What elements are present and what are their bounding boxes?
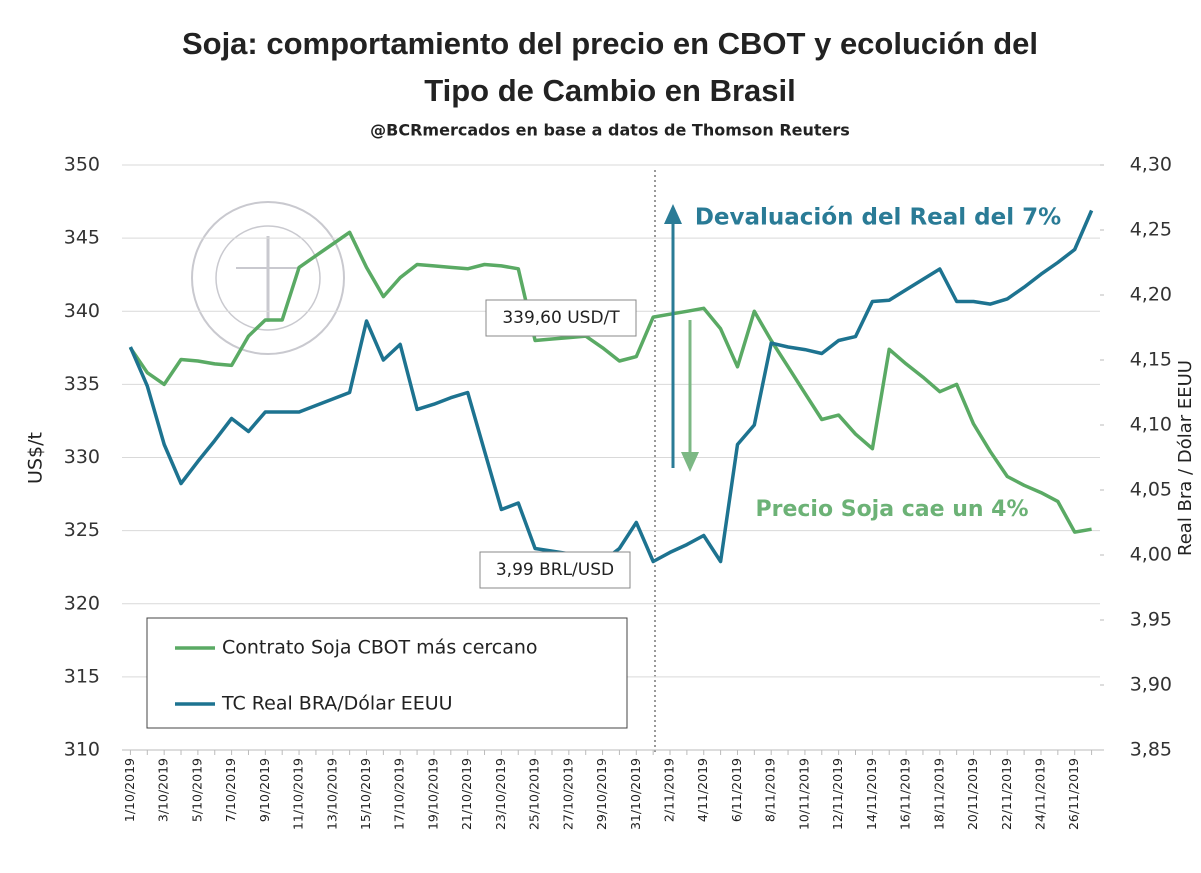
- x-tick-label: 23/10/2019: [493, 758, 508, 830]
- x-tick-label: 5/10/2019: [189, 758, 204, 822]
- y2-tick-label: 4,30: [1130, 154, 1172, 176]
- y2-axis-label: Real Bra / Dólar EEUU: [1175, 360, 1196, 556]
- x-tick-label: 11/10/2019: [291, 758, 306, 830]
- x-tick-label: 22/11/2019: [999, 758, 1014, 830]
- series-line: [128, 230, 1092, 534]
- x-tick-label: 8/11/2019: [763, 758, 778, 822]
- x-tick-label: 10/11/2019: [796, 758, 811, 830]
- y-tick-label: 315: [64, 665, 100, 687]
- x-tick-label: 6/11/2019: [729, 758, 744, 822]
- annotation-box: [485, 299, 637, 337]
- y-tick-label: 350: [64, 154, 100, 176]
- x-tick-label: 18/11/2019: [931, 758, 946, 830]
- y2-tick-label: 3,85: [1130, 739, 1172, 761]
- x-tick-label: 9/10/2019: [257, 758, 272, 822]
- x-tick-label: 24/11/2019: [1032, 758, 1047, 830]
- y2-tick-label: 3,95: [1130, 609, 1172, 631]
- x-tick-label: 29/10/2019: [594, 758, 609, 830]
- y2-tick-label: 4,15: [1130, 349, 1172, 371]
- legend: [146, 617, 628, 729]
- x-tick-label: 31/10/2019: [628, 758, 643, 830]
- y2-tick-label: 4,10: [1130, 414, 1172, 436]
- x-tick-label: 3/10/2019: [156, 758, 171, 822]
- chart-title: Soja: comportamiento del precio en CBOT …: [182, 26, 1038, 61]
- x-tick-label: 2/11/2019: [662, 758, 677, 822]
- y-tick-label: 340: [64, 300, 100, 322]
- x-tick-label: 12/11/2019: [830, 758, 845, 830]
- x-tick-label: 19/10/2019: [425, 758, 440, 830]
- legend-label: TC Real BRA/Dólar EEUU: [221, 693, 453, 715]
- y2-tick-label: 4,25: [1130, 219, 1172, 241]
- y-tick-label: 345: [64, 227, 100, 249]
- y-tick-label: 310: [64, 739, 100, 761]
- annotation: Devaluación del Real del 7%: [695, 205, 1061, 231]
- annotation: Precio Soja cae un 4%: [755, 497, 1028, 522]
- x-tick-label: 17/10/2019: [392, 758, 407, 830]
- annotation: 339,60 USD/T: [502, 308, 620, 328]
- x-tick-label: 4/11/2019: [695, 758, 710, 822]
- x-tick-label: 14/11/2019: [864, 758, 879, 830]
- y2-tick-label: 3,90: [1130, 674, 1172, 696]
- chart-title: Tipo de Cambio en Brasil: [424, 73, 796, 108]
- x-tick-label: 27/10/2019: [560, 758, 575, 830]
- x-tick-label: 25/10/2019: [527, 758, 542, 830]
- y-tick-label: 325: [64, 519, 100, 541]
- logo: [191, 201, 345, 355]
- x-tick-label: 16/11/2019: [898, 758, 913, 830]
- arrow-head: [681, 452, 699, 472]
- y-axis-label: US$/t: [25, 432, 47, 484]
- subtitle: @BCRmercados en base a datos de Thomson …: [370, 121, 850, 140]
- y2-tick-label: 4,20: [1130, 284, 1172, 306]
- x-tick-label: 13/10/2019: [324, 758, 339, 830]
- annotation-box: [479, 551, 631, 589]
- x-tick-label: 15/10/2019: [358, 758, 373, 830]
- y-tick-label: 320: [64, 592, 100, 614]
- annotation: 3,99 BRL/USD: [496, 560, 614, 580]
- y-tick-label: 335: [64, 373, 100, 395]
- y2-tick-label: 4,00: [1130, 544, 1172, 566]
- arrow-head: [664, 204, 682, 224]
- x-tick-label: 20/11/2019: [965, 758, 980, 830]
- y2-tick-label: 4,05: [1130, 479, 1172, 501]
- y-tick-label: 330: [64, 446, 100, 468]
- x-tick-label: 1/10/2019: [122, 758, 137, 822]
- x-tick-label: 21/10/2019: [459, 758, 474, 830]
- x-tick-label: 26/11/2019: [1066, 758, 1081, 830]
- legend-label: Contrato Soja CBOT más cercano: [222, 637, 538, 659]
- x-tick-label: 7/10/2019: [223, 758, 238, 822]
